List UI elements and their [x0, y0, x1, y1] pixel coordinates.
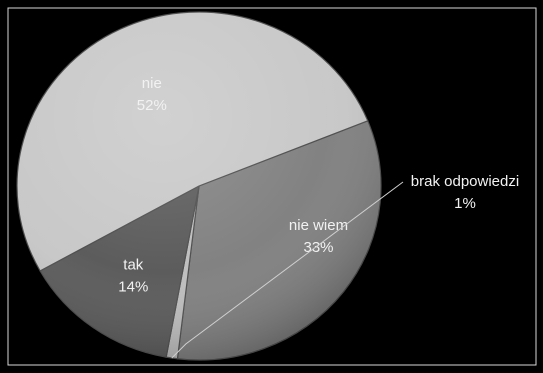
leader-line-brak-odpowiedzi	[171, 181, 404, 359]
slice-value-brak-odpowiedzi: 1%	[454, 195, 476, 212]
slice-label-nie: nie	[142, 75, 162, 92]
slice-value-nie: 52%	[137, 97, 167, 114]
slice-label-nie-wiem: nie wiem	[289, 217, 348, 234]
slice-label-tak: tak	[123, 257, 144, 274]
pie-slices	[16, 11, 382, 361]
slice-value-tak: 14%	[118, 279, 148, 296]
chart-frame	[7, 7, 537, 366]
slice-value-nie-wiem: 33%	[303, 239, 333, 256]
slice-label-brak-odpowiedzi: brak odpowiedzi	[411, 173, 519, 190]
pie-labels: nie wiem 33% brak odpowiedzi 1% tak 14% nie 52%	[118, 75, 519, 359]
